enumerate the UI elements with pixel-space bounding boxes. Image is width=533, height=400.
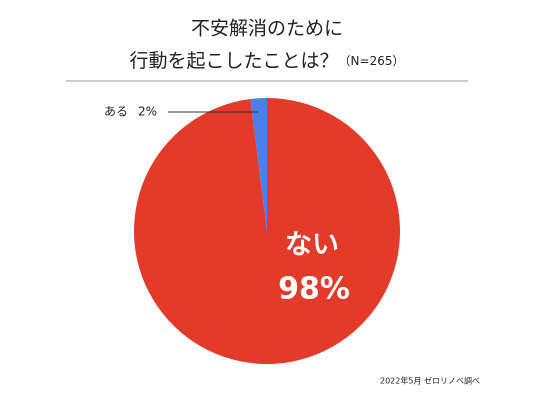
chart-title: 行動を起こしたことは？（N=265） (130, 50, 405, 72)
slice-value-label: 2% (138, 105, 157, 119)
chart-title-line: 行動を起こしたことは？ (130, 50, 339, 72)
pie-slice (250, 98, 267, 231)
chart-subtitle: （N=265） (339, 54, 405, 68)
slice-label: ない (285, 230, 339, 261)
source: 2022年5月 ゼロリノベ調べ (380, 376, 480, 386)
chart-title: 不安解消のために (191, 18, 343, 40)
slice-value-label: 98% (278, 272, 350, 307)
slice-label: ある (104, 105, 128, 119)
